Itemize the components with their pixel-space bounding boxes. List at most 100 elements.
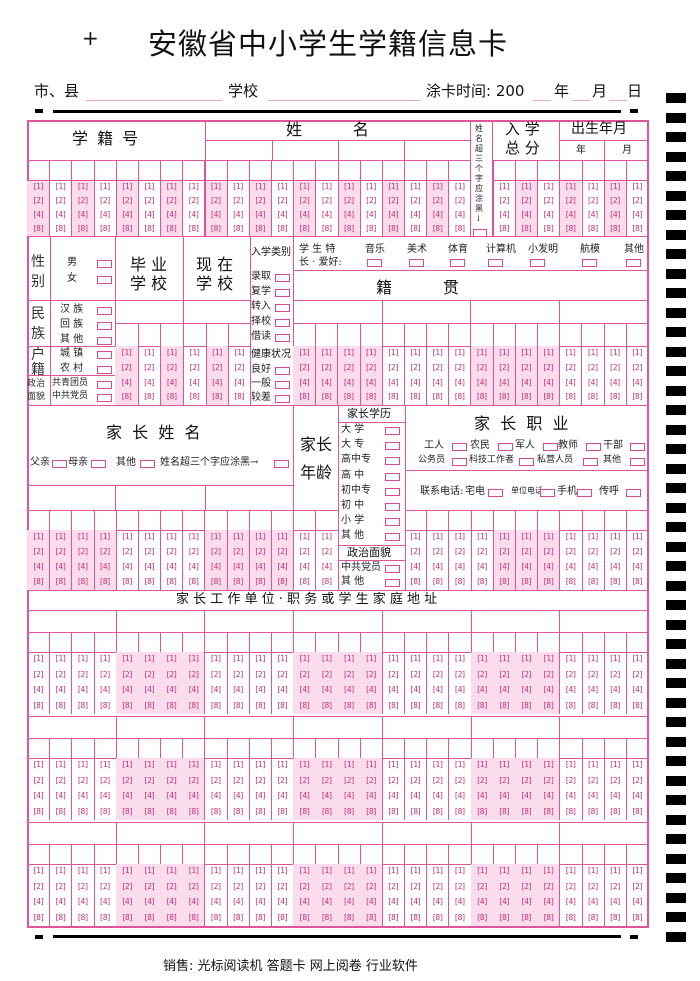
bubble-2[interactable]: [2]	[254, 669, 266, 679]
bubble-2[interactable]: [2]	[631, 775, 643, 785]
bubble-2[interactable]: [2]	[32, 547, 44, 556]
male-bubble[interactable]	[97, 260, 112, 268]
bubble-1[interactable]: [1]	[231, 532, 244, 541]
bubble-2[interactable]: [2]	[453, 775, 466, 785]
bubble-1[interactable]: [1]	[475, 866, 488, 875]
bubble-8[interactable]: [8]	[320, 392, 333, 402]
bubble-1[interactable]: [1]	[76, 760, 89, 769]
education-option-bubble[interactable]	[385, 457, 400, 466]
bubble-1[interactable]: [1]	[187, 654, 200, 663]
bubble-2[interactable]: [2]	[211, 362, 223, 372]
bubble-2[interactable]: [2]	[209, 547, 222, 556]
bubble-4[interactable]: [4]	[608, 377, 621, 387]
bubble-8[interactable]: [8]	[631, 700, 643, 710]
bubble-8[interactable]: [8]	[32, 224, 44, 233]
bubble-2[interactable]: [2]	[586, 362, 599, 372]
bubble-2[interactable]: [2]	[342, 362, 355, 372]
bubble-4[interactable]: [4]	[209, 210, 222, 219]
bubble-2[interactable]: [2]	[98, 547, 111, 556]
bubble-2[interactable]: [2]	[320, 775, 333, 785]
hobby-bubble[interactable]	[409, 259, 424, 267]
bubble-2[interactable]: [2]	[233, 362, 245, 372]
bubble-4[interactable]: [4]	[498, 791, 510, 800]
bubble-2[interactable]: [2]	[542, 669, 554, 679]
bubble-8[interactable]: [8]	[542, 577, 554, 586]
bubble-1[interactable]: [1]	[497, 348, 510, 357]
bubble-8[interactable]: [8]	[98, 700, 111, 710]
bubble-8[interactable]: [8]	[32, 912, 44, 922]
bubble-8[interactable]: [8]	[609, 912, 621, 922]
bubble-1[interactable]: [1]	[631, 532, 643, 541]
bubble-2[interactable]: [2]	[54, 547, 67, 556]
bubble-1[interactable]: [1]	[231, 760, 244, 769]
bubble-4[interactable]: [4]	[121, 210, 133, 219]
bubble-1[interactable]: [1]	[54, 182, 67, 191]
bubble-2[interactable]: [2]	[276, 775, 288, 785]
bubble-2[interactable]: [2]	[98, 881, 111, 891]
bubble-1[interactable]: [1]	[409, 348, 421, 357]
bubble-2[interactable]: [2]	[409, 775, 421, 785]
bubble-2[interactable]: [2]	[254, 881, 266, 891]
bubble-2[interactable]: [2]	[121, 669, 133, 679]
bubble-4[interactable]: [4]	[453, 210, 466, 219]
bubble-8[interactable]: [8]	[586, 912, 599, 922]
bubble-1[interactable]: [1]	[143, 760, 155, 769]
bubble-2[interactable]: [2]	[231, 881, 244, 891]
bubble-4[interactable]: [4]	[609, 210, 621, 219]
bubble-8[interactable]: [8]	[342, 224, 355, 233]
education-option-bubble[interactable]	[385, 518, 400, 527]
bubble-2[interactable]: [2]	[586, 196, 599, 205]
bubble-4[interactable]: [4]	[564, 791, 577, 800]
occupation-option-bubble[interactable]	[452, 443, 467, 451]
bubble-1[interactable]: [1]	[298, 654, 311, 663]
bubble-8[interactable]: [8]	[209, 912, 222, 922]
bubble-1[interactable]: [1]	[409, 182, 421, 191]
bubble-2[interactable]: [2]	[76, 547, 89, 556]
bubble-4[interactable]: [4]	[320, 897, 333, 906]
bubble-1[interactable]: [1]	[276, 532, 288, 541]
bubble-2[interactable]: [2]	[564, 881, 577, 891]
bubble-8[interactable]: [8]	[431, 224, 444, 233]
phone-option-bubble[interactable]	[488, 489, 503, 497]
bubble-1[interactable]: [1]	[609, 654, 621, 663]
admission-option-bubble[interactable]	[275, 319, 290, 327]
bubble-2[interactable]: [2]	[76, 775, 89, 785]
bubble-8[interactable]: [8]	[211, 392, 223, 402]
bubble-8[interactable]: [8]	[231, 577, 244, 586]
bubble-2[interactable]: [2]	[520, 775, 532, 785]
bubble-8[interactable]: [8]	[98, 577, 111, 586]
bubble-2[interactable]: [2]	[121, 547, 133, 556]
bubble-1[interactable]: [1]	[76, 866, 89, 875]
bubble-1[interactable]: [1]	[276, 182, 288, 191]
bubble-4[interactable]: [4]	[542, 210, 554, 219]
bubble-8[interactable]: [8]	[143, 912, 155, 922]
bubble-4[interactable]: [4]	[387, 210, 399, 219]
bubble-8[interactable]: [8]	[586, 392, 599, 402]
bubble-2[interactable]: [2]	[498, 196, 510, 205]
bubble-4[interactable]: [4]	[409, 210, 421, 219]
name-overflow-bubble[interactable]	[473, 229, 487, 237]
bubble-2[interactable]: [2]	[431, 362, 443, 372]
bubble-1[interactable]: [1]	[564, 654, 577, 663]
bubble-4[interactable]: [4]	[209, 685, 222, 694]
bubble-1[interactable]: [1]	[342, 182, 355, 191]
bubble-4[interactable]: [4]	[520, 897, 532, 906]
bubble-4[interactable]: [4]	[631, 685, 643, 694]
bubble-2[interactable]: [2]	[320, 196, 333, 205]
bubble-8[interactable]: [8]	[342, 912, 355, 922]
bubble-2[interactable]: [2]	[431, 669, 444, 679]
bubble-1[interactable]: [1]	[32, 654, 44, 663]
bubble-1[interactable]: [1]	[143, 654, 155, 663]
bubble-1[interactable]: [1]	[586, 182, 599, 191]
bubble-4[interactable]: [4]	[211, 377, 223, 387]
bubble-4[interactable]: [4]	[387, 377, 399, 387]
bubble-4[interactable]: [4]	[54, 897, 67, 906]
bubble-4[interactable]: [4]	[564, 897, 577, 906]
health-option-bubble[interactable]	[275, 381, 290, 389]
bubble-1[interactable]: [1]	[475, 532, 488, 541]
bubble-8[interactable]: [8]	[409, 224, 421, 233]
parent-relation-bubble[interactable]	[52, 460, 67, 468]
bubble-2[interactable]: [2]	[342, 881, 355, 891]
bubble-4[interactable]: [4]	[165, 685, 177, 694]
bubble-1[interactable]: [1]	[498, 760, 510, 769]
